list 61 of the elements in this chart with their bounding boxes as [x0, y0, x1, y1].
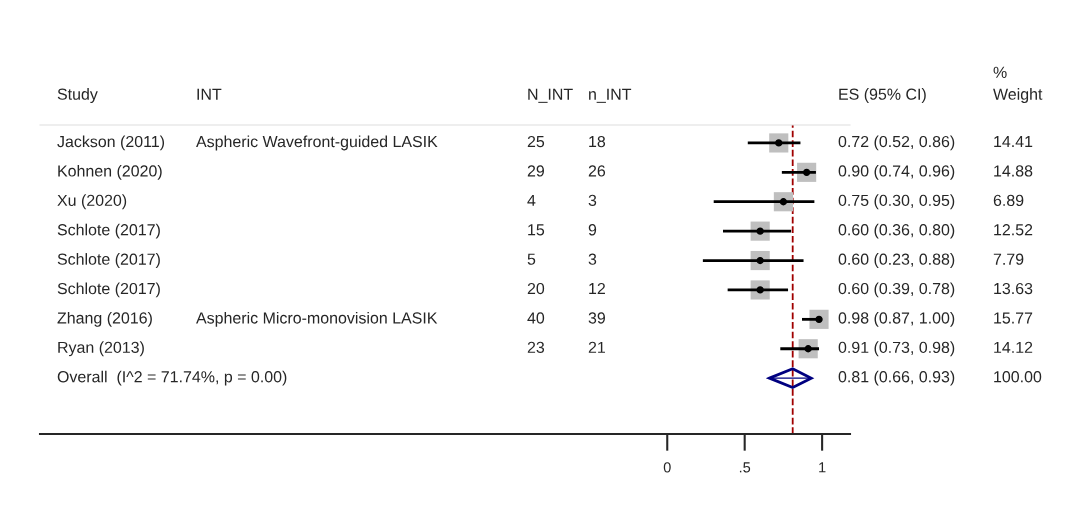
- text: 7.79: [993, 253, 1024, 265]
- annotation: 20: [527, 282, 545, 295]
- annotation: Aspheric Micro-monovision LASIK: [196, 311, 438, 327]
- y-tick-label: Schlote (2017): [57, 282, 160, 298]
- x-tick-label: 0: [663, 462, 671, 473]
- annotation: Aspheric Wavefront-guided LASIK: [196, 135, 438, 151]
- point: [773, 192, 793, 212]
- y-tick-label: Kohnen (2020): [58, 164, 162, 180]
- annotation: 18: [589, 135, 606, 148]
- annotation: 25: [527, 135, 545, 148]
- text: 100.00: [994, 371, 1042, 383]
- data-label: 0.60 (0.36, 0.80): [838, 223, 955, 239]
- y-tick-label: Overall (I^2 = 71.74%, p = 0.00): [57, 370, 287, 386]
- text: % Weight: [993, 66, 1043, 103]
- x-tick-label: .5: [739, 462, 751, 473]
- text: 14.41: [994, 136, 1033, 148]
- data-label: 0.72 (0.52, 0.86): [838, 135, 955, 151]
- text: N_INT: [528, 88, 573, 103]
- y-tick-label: Xu (2020): [57, 194, 127, 210]
- annotation: 3: [588, 194, 597, 207]
- annotation: 40: [527, 312, 545, 324]
- point: [797, 162, 817, 182]
- data-label: 0.60 (0.39, 0.78): [838, 282, 955, 298]
- text: ES (95% CI): [839, 88, 926, 103]
- y-tick-label: Schlote (2017): [57, 253, 160, 268]
- annotation: 4: [527, 194, 536, 206]
- y-tick-label: Schlote (2017): [57, 223, 160, 239]
- annotation: 23: [527, 341, 545, 354]
- y-tick-label: Jackson (2011): [57, 135, 165, 151]
- text: INT: [197, 88, 222, 100]
- annotation: 3: [588, 253, 597, 265]
- point: [750, 280, 770, 300]
- annotation: 9: [588, 224, 597, 236]
- annotation: 12: [589, 282, 605, 295]
- text: 6.89: [993, 194, 1024, 207]
- point: [769, 133, 789, 153]
- annotation: 39: [588, 312, 606, 324]
- text: 12.52: [994, 224, 1033, 236]
- data-label: 0.90 (0.74, 0.96): [838, 164, 955, 180]
- data-label: 0.81 (0.66, 0.93): [838, 370, 955, 386]
- y-tick-label: Zhang (2016): [57, 311, 152, 327]
- annotation: 15: [528, 224, 545, 236]
- data-label: 0.98 (0.87, 1.00): [838, 311, 955, 327]
- annotation: 29: [527, 165, 545, 177]
- text: 15.77: [994, 312, 1033, 324]
- data-label: 0.75 (0.30, 0.95): [838, 194, 955, 210]
- text: 14.88: [994, 165, 1033, 177]
- text: 13.63: [994, 282, 1033, 295]
- y-tick-label: Ryan (2013): [58, 341, 144, 357]
- data-label: 0.91 (0.73, 0.98): [838, 341, 955, 357]
- point: [809, 309, 829, 329]
- text: n_INT: [589, 88, 632, 103]
- y-axis-title: Study: [57, 88, 98, 103]
- data-label: 0.60 (0.23, 0.88): [838, 253, 955, 268]
- point: [798, 339, 818, 359]
- annotation: 5: [527, 253, 536, 265]
- x-tick-label: 1: [819, 462, 826, 473]
- annotation: 21: [588, 341, 605, 353]
- annotation: 26: [588, 165, 606, 177]
- text: 14.12: [994, 341, 1033, 353]
- point: [750, 221, 770, 241]
